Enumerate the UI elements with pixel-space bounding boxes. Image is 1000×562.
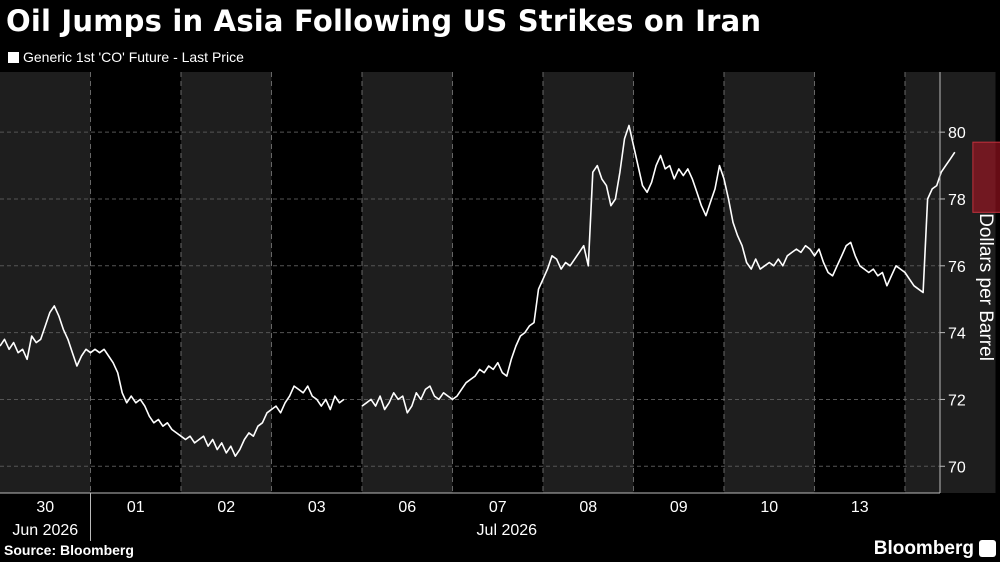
- y-tick-label: 76: [948, 259, 966, 276]
- price-series: [0, 124, 956, 458]
- x-tick-labels: 30 01 02 03 06 07 08 09 10 13 Jun 2026 Jul 2026: [12, 499, 868, 539]
- x-tick-label: 08: [579, 499, 597, 516]
- y-tick-label: 70: [948, 459, 966, 476]
- y-tick-label: 72: [948, 392, 966, 409]
- x-tick-label: 10: [760, 499, 778, 516]
- y-tick-labels: 70 72 74 76 78 80: [940, 125, 966, 476]
- bloomberg-logo: Bloomberg: [873, 538, 974, 559]
- y-axis-label: Dollars per Barrel: [975, 213, 996, 361]
- source-note: Source: Bloomberg: [4, 542, 134, 558]
- x-tick-label: 30: [36, 499, 54, 516]
- chart-title: Oil Jumps in Asia Following US Strikes o…: [6, 4, 762, 38]
- legend-label: Generic 1st 'CO' Future - Last Price: [23, 49, 244, 65]
- x-tick-label: 06: [398, 499, 416, 516]
- y-tick-label: 74: [948, 326, 966, 343]
- day-band: [543, 72, 634, 493]
- x-tick-label: 13: [851, 499, 869, 516]
- day-band: [181, 72, 272, 493]
- day-band: [0, 72, 91, 493]
- x-tick-label: 07: [489, 499, 507, 516]
- axes: [0, 72, 941, 541]
- x-tick-label: 03: [308, 499, 326, 516]
- highlight-region: [972, 141, 1000, 213]
- legend: Generic 1st 'CO' Future - Last Price: [8, 49, 244, 65]
- y-tick-label: 80: [948, 125, 966, 142]
- x-group-label: Jun 2026: [12, 522, 78, 539]
- y-tick-label: 78: [948, 192, 966, 209]
- highlight-box: [972, 141, 1000, 213]
- day-bands: [0, 72, 996, 493]
- x-tick-label: 01: [127, 499, 145, 516]
- day-band: [724, 72, 815, 493]
- x-tick-label: 02: [217, 499, 235, 516]
- chart-icon: [979, 540, 996, 557]
- day-band: [362, 72, 453, 493]
- series-line: [0, 305, 345, 458]
- series-line: [361, 124, 956, 414]
- gridlines: [0, 72, 940, 493]
- x-group-label: Jul 2026: [477, 522, 538, 539]
- x-tick-label: 09: [670, 499, 688, 516]
- legend-swatch: [8, 51, 19, 63]
